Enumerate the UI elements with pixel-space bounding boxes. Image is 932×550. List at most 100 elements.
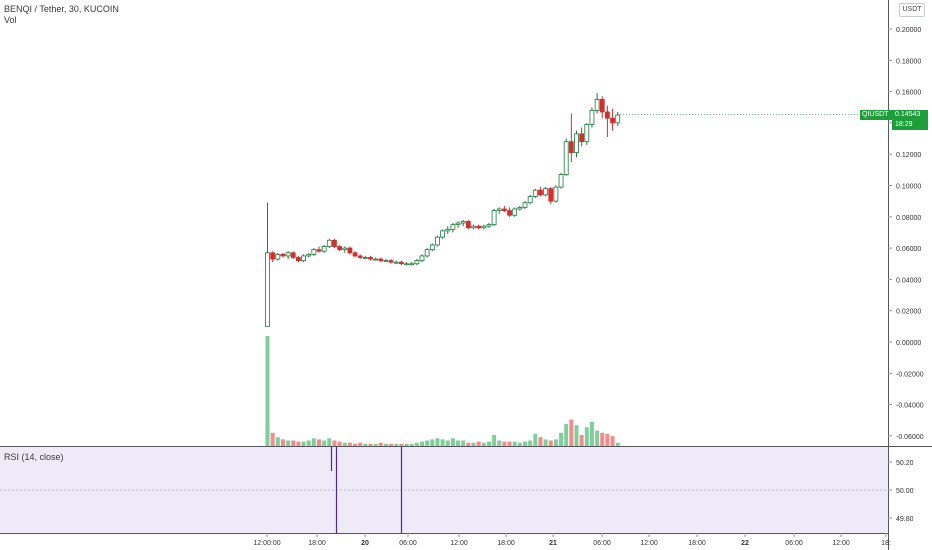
volume-bar	[275, 437, 280, 446]
candle-body	[553, 186, 559, 202]
price-axis-label: 0.02000	[896, 309, 921, 316]
candle-body	[332, 239, 337, 247]
volume-bar	[368, 443, 373, 446]
price-axis-label: 0.12000	[896, 152, 921, 159]
volume-bar	[265, 336, 270, 446]
rsi-axis-label: 49.80	[896, 516, 914, 523]
time-axis-label: 12:00	[450, 540, 468, 547]
volume-bar	[492, 435, 497, 446]
candle-body	[357, 255, 363, 258]
candle-body	[532, 189, 538, 197]
volume-bar	[517, 442, 522, 446]
volume-bar	[296, 441, 301, 446]
volume-bar	[414, 442, 419, 446]
candle-body	[615, 114, 621, 124]
candle-body	[414, 260, 420, 265]
volume-bar	[322, 440, 327, 446]
candle-body	[383, 260, 389, 263]
candle-body	[342, 247, 348, 251]
time-axis-label: 06:00	[785, 540, 803, 547]
volume-bar	[512, 441, 517, 446]
time-axis-label: 12:00	[640, 540, 658, 547]
candle-body	[527, 196, 533, 204]
rsi-axis-label: 50.00	[896, 488, 914, 495]
candle-body	[373, 258, 379, 261]
candle-body	[584, 124, 590, 143]
volume-bar	[378, 442, 383, 446]
volume-bar	[589, 421, 594, 446]
time-axis-label: 18:	[881, 540, 891, 547]
currency-button[interactable]: USDT	[899, 3, 925, 17]
candle-body	[316, 249, 322, 252]
volume-bar	[389, 443, 394, 446]
candle-body	[543, 188, 548, 196]
volume-bar	[286, 440, 291, 446]
last-price: 0.14543	[895, 111, 921, 118]
volume-bar	[466, 442, 471, 446]
candle-body	[337, 246, 343, 251]
candle-body	[486, 224, 492, 227]
candle-body	[605, 111, 610, 119]
candle-body	[440, 230, 446, 238]
volume-bar	[543, 439, 548, 446]
volume-bar	[507, 441, 512, 446]
volume-bar	[548, 440, 553, 446]
candle-body	[471, 225, 476, 229]
volume-bar	[595, 430, 600, 446]
volume-bar	[327, 438, 332, 446]
candle-body	[574, 133, 579, 154]
volume-bar	[497, 440, 502, 446]
candle-body	[507, 210, 512, 216]
time-axis-label: 22	[741, 540, 749, 547]
candle-body	[419, 255, 425, 262]
candle-body	[290, 252, 296, 258]
candle-body	[306, 253, 312, 257]
candle-body	[435, 236, 440, 246]
symbol-title: BENQI / Tether, 30, KUCOIN	[4, 4, 119, 14]
candle-body	[352, 252, 358, 257]
volume-bar	[337, 441, 342, 446]
price-axis-label: -0.04000	[896, 403, 924, 410]
volume-bar	[399, 443, 404, 446]
candle-body	[301, 255, 306, 262]
candle-body	[501, 208, 507, 211]
candle-body	[378, 258, 384, 262]
volume-bar	[559, 432, 564, 446]
price-axis-label: 0.20000	[896, 27, 921, 34]
volume-bar	[383, 443, 388, 446]
price-axis-label: 0.18000	[896, 58, 921, 65]
volume-bar	[270, 432, 275, 446]
price-axis-label: -0.02000	[896, 371, 924, 378]
volume-bar	[280, 439, 285, 446]
time-axis-label: 06:00	[593, 540, 611, 547]
candle-body	[409, 263, 415, 266]
time-axis-label: 18:00	[688, 540, 706, 547]
time-axis-label: 18:00	[308, 540, 326, 547]
rsi-indicator-label: RSI (14, close)	[4, 452, 64, 462]
time-axis-label: 21	[549, 540, 557, 547]
time-axis-label: 20	[361, 540, 369, 547]
candle-body	[270, 252, 276, 260]
candle-body	[311, 249, 317, 255]
candle-body	[522, 202, 528, 208]
candle-body	[362, 257, 368, 259]
candle-body	[538, 189, 543, 196]
volume-bar	[342, 442, 347, 446]
price-axis-label: 0.08000	[896, 215, 921, 222]
volume-bar	[461, 440, 466, 446]
candle-body	[496, 208, 502, 211]
price-tag-value: 0.14543 18:29	[892, 110, 928, 130]
volume-bar	[538, 437, 543, 446]
volume-bar	[605, 433, 610, 446]
candle-body	[404, 263, 409, 266]
volume-bar	[440, 439, 445, 446]
price-axis-label: 0.00000	[896, 340, 921, 347]
volume-bar	[425, 440, 430, 446]
volume-bar	[435, 438, 440, 446]
time-axis-label: 18:00	[497, 540, 515, 547]
volume-bar	[420, 441, 424, 446]
volume-bar	[311, 438, 316, 446]
candle-body	[481, 225, 487, 229]
candle-body	[558, 174, 564, 188]
